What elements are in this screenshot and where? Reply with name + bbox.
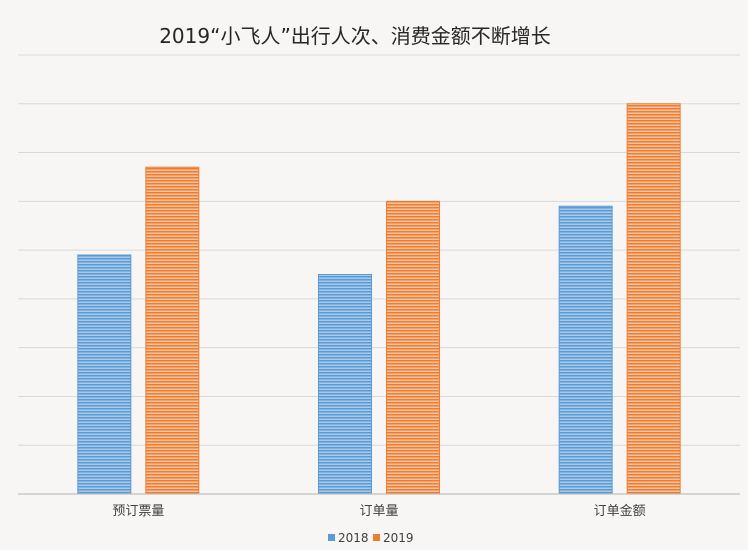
x-tick-label: 订单金额 [594,503,646,519]
bar-2018-1 [318,274,372,495]
bar-2018-2 [558,205,613,495]
bar-2019-1 [386,200,440,495]
x-tick-label: 预订票量 [112,504,164,519]
bar-2019-0 [145,166,200,495]
chart-title: 2019“小飞人”出行人次、消费金额不断增长 [159,24,551,48]
legend-label-2018: 2018 [338,531,369,545]
legend-label-2019: 2019 [383,531,414,545]
legend-swatch-2019 [373,534,380,541]
legend-swatch-2018 [328,534,335,541]
bar-2019-2 [626,103,681,495]
x-tick-label: 订单量 [359,504,398,519]
bar-2018-0 [77,254,132,495]
